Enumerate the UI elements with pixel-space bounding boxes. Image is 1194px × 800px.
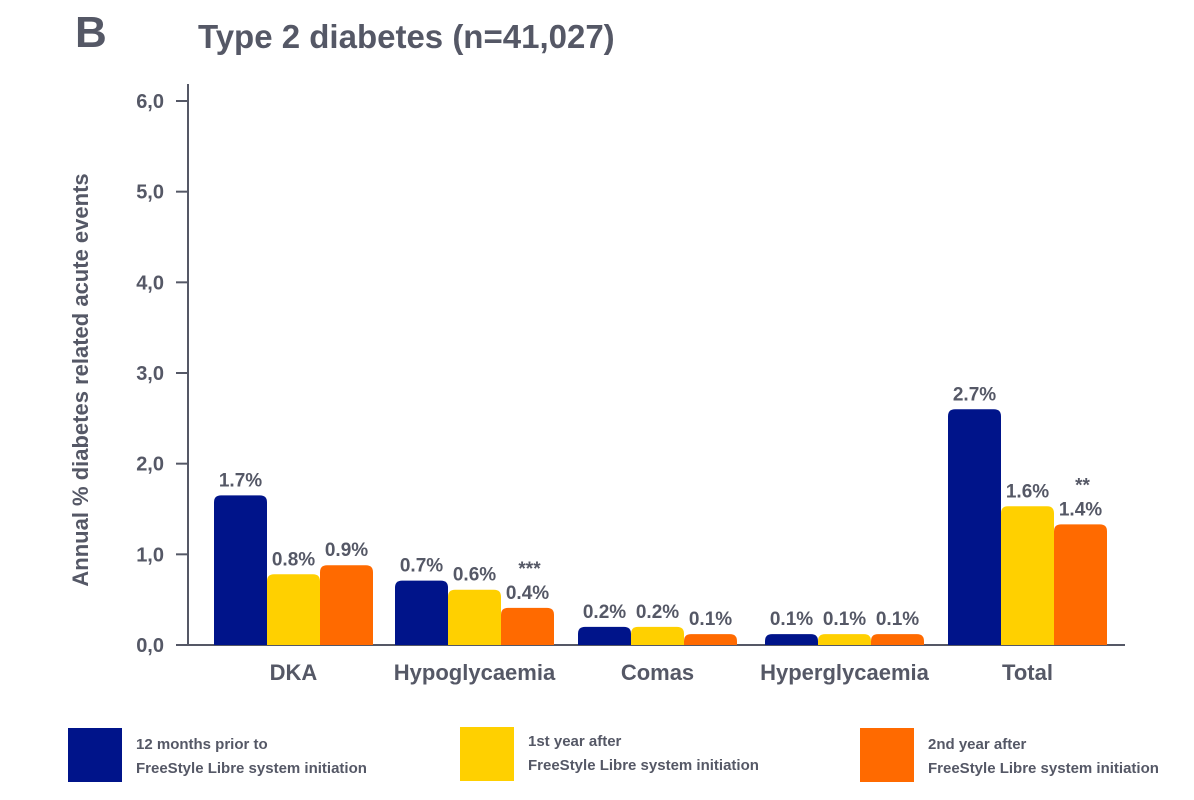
- x-tick-label: Hypoglycaemia: [394, 660, 556, 685]
- bar: [631, 626, 684, 645]
- bar: [395, 580, 448, 645]
- legend-label: FreeStyle Libre system initiation: [136, 760, 367, 777]
- x-tick-label: Hyperglycaemia: [760, 660, 930, 685]
- data-label: 2.7%: [953, 384, 996, 405]
- legend-swatch: [68, 728, 122, 782]
- legend-swatch: [860, 728, 914, 782]
- panel-label: B: [75, 8, 107, 57]
- bar: [320, 565, 373, 645]
- x-tick-label: Comas: [621, 660, 694, 685]
- y-tick-label: 4,0: [136, 272, 164, 294]
- x-tick-label: DKA: [270, 660, 318, 685]
- y-tick-label: 0,0: [136, 635, 164, 657]
- significance-annotation: ***: [518, 559, 541, 580]
- data-label: 0.1%: [876, 609, 919, 630]
- legend-label: 12 months prior to: [136, 736, 268, 753]
- data-label: 0.4%: [506, 583, 549, 604]
- data-label: 0.1%: [823, 609, 866, 630]
- data-label: 0.9%: [325, 540, 368, 561]
- data-label: 0.7%: [400, 556, 443, 577]
- data-label: 0.2%: [636, 602, 679, 623]
- bar: [214, 495, 267, 645]
- y-tick-label: 6,0: [136, 91, 164, 113]
- y-tick-label: 3,0: [136, 363, 164, 385]
- data-label: 1.7%: [219, 470, 262, 491]
- legend-label: FreeStyle Libre system initiation: [928, 760, 1159, 777]
- data-label: 0.6%: [453, 565, 496, 586]
- plot-area: 0,0 1,0 2,0 3,0 4,0 5,0 6,0 Annual % diabetes r…: [68, 84, 1125, 685]
- legend-label: 1st year after: [528, 733, 622, 750]
- data-label: 0.2%: [583, 602, 626, 623]
- legend-item-1: 1st year after FreeStyle Libre system ini…: [460, 727, 759, 781]
- y-axis-label: Annual % diabetes related acute events: [68, 173, 93, 586]
- bar: [871, 634, 924, 645]
- legend-swatch: [460, 727, 514, 781]
- bar: [1001, 506, 1054, 645]
- legend-label: 2nd year after: [928, 736, 1027, 753]
- legend-item-0: 12 months prior to FreeStyle Libre system…: [68, 728, 367, 782]
- bar: [684, 634, 737, 645]
- bar: [501, 607, 554, 645]
- legend-label: FreeStyle Libre system initiation: [528, 757, 759, 774]
- bar: [448, 589, 501, 645]
- bar: [818, 634, 871, 645]
- bar: [765, 634, 818, 645]
- bar: [267, 574, 320, 645]
- data-label: 0.8%: [272, 549, 315, 570]
- y-tick-label: 5,0: [136, 182, 164, 204]
- data-label: 0.1%: [770, 609, 813, 630]
- bar: [578, 626, 631, 645]
- legend-item-2: 2nd year after FreeStyle Libre system ini…: [860, 728, 1159, 782]
- x-tick-label: Total: [1002, 660, 1053, 685]
- significance-annotation: **: [1075, 475, 1090, 496]
- bar: [948, 409, 1001, 645]
- data-label: 1.4%: [1059, 499, 1102, 520]
- chart-title: Type 2 diabetes (n=41,027): [198, 18, 615, 55]
- y-tick-label: 2,0: [136, 454, 164, 476]
- bar: [1054, 524, 1107, 645]
- y-tick-label: 1,0: [136, 544, 164, 566]
- data-label: 1.6%: [1006, 481, 1049, 502]
- data-label: 0.1%: [689, 609, 732, 630]
